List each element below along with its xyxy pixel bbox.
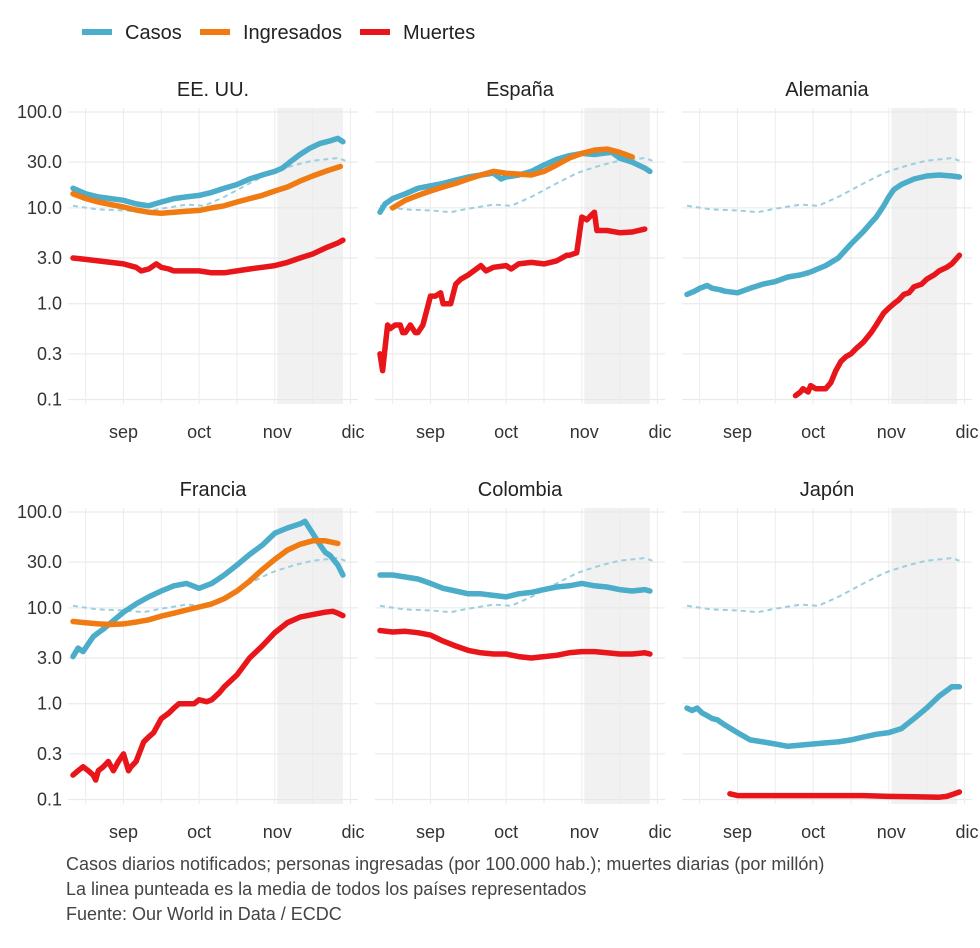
y-tick-label: 1.0 <box>37 294 62 314</box>
series-line-ingresados <box>70 538 341 628</box>
average-line <box>72 557 346 614</box>
x-tick-label: oct <box>494 822 518 842</box>
series-line-casos <box>70 135 346 209</box>
series-line-ingresados <box>389 146 635 211</box>
x-tick-label: oct <box>801 422 825 442</box>
note-units: Casos diarios notificados; personas ingr… <box>66 854 825 874</box>
x-tick-label: dic <box>955 822 978 842</box>
y-tick-label: 0.1 <box>37 790 62 810</box>
series-line-muertes <box>792 252 963 399</box>
panel-colombia: sep oct nov dic Colombia <box>375 479 671 842</box>
average-line <box>379 557 653 614</box>
y-tick-label: 30.0 <box>27 552 62 572</box>
x-tick-label: dic <box>341 422 364 442</box>
legend-label-casos: Casos <box>125 22 182 44</box>
y-tick-label: 10.0 <box>27 198 62 218</box>
y-tick-label: 30.0 <box>27 152 62 172</box>
note-source: Fuente: Our World in Data / ECDC <box>66 904 342 924</box>
x-tick-label: sep <box>109 422 138 442</box>
series-line-muertes <box>70 237 346 276</box>
x-tick-label: dic <box>648 822 671 842</box>
series-line-casos <box>377 572 653 600</box>
y-tick-label: 3.0 <box>37 648 62 668</box>
x-tick-label: oct <box>187 822 211 842</box>
panel-title: Japón <box>800 479 855 501</box>
x-tick-label: dic <box>341 822 364 842</box>
y-tick-label: 100.0 <box>17 102 62 122</box>
series-line-muertes <box>70 608 346 783</box>
y-tick-label: 1.0 <box>37 694 62 714</box>
x-tick-label: dic <box>955 422 978 442</box>
x-tick-label: sep <box>723 422 752 442</box>
panel-francia: 100.0 30.0 10.0 3.0 1.0 0.3 0.1 sep oct nov dic Fra… <box>17 479 365 842</box>
x-tick-label: nov <box>570 422 599 442</box>
series-line-casos <box>684 684 963 750</box>
series-line-casos <box>70 518 346 660</box>
y-tick-label: 10.0 <box>27 598 62 618</box>
panel-ee-uu-: 100.0 30.0 10.0 3.0 1.0 0.3 0.1 sep oct nov dic EE.… <box>17 79 365 442</box>
legend-label-muertes: Muertes <box>403 22 475 44</box>
y-tick-label: 0.1 <box>37 390 62 410</box>
series-line-muertes <box>727 789 963 800</box>
x-tick-label: oct <box>187 422 211 442</box>
chart-area: Casos Ingresados Muertes 100.0 30.0 10.0 3.0 1.… <box>17 22 979 842</box>
y-tick-label: 3.0 <box>37 248 62 268</box>
x-tick-label: nov <box>263 422 292 442</box>
average-line <box>72 157 346 214</box>
x-tick-label: nov <box>263 822 292 842</box>
x-tick-label: oct <box>494 422 518 442</box>
panel-title: EE. UU. <box>177 79 249 101</box>
x-tick-label: sep <box>723 822 752 842</box>
legend-label-ingresados: Ingresados <box>243 22 342 44</box>
panel-title: Colombia <box>478 479 563 501</box>
panel-japón: sep oct nov dic Japón <box>682 479 978 842</box>
shaded-period <box>891 508 957 804</box>
y-tick-label: 0.3 <box>37 744 62 764</box>
panel-title: Alemania <box>785 79 869 101</box>
x-tick-label: sep <box>416 822 445 842</box>
x-tick-label: oct <box>801 822 825 842</box>
x-tick-label: sep <box>109 822 138 842</box>
panel-title: Francia <box>180 479 248 501</box>
x-tick-label: nov <box>877 422 906 442</box>
panel-title: España <box>486 79 555 101</box>
series-line-muertes <box>377 627 653 661</box>
x-tick-label: sep <box>416 422 445 442</box>
y-tick-label: 100.0 <box>17 502 62 522</box>
x-tick-label: nov <box>570 822 599 842</box>
x-tick-label: dic <box>648 422 671 442</box>
series-line-casos <box>684 172 963 298</box>
chart-notes: Casos diarios notificados; personas ingr… <box>66 852 824 927</box>
average-line <box>686 557 960 614</box>
x-tick-label: nov <box>877 822 906 842</box>
series-line-ingresados <box>70 163 344 216</box>
average-line <box>686 157 960 214</box>
panel-españa: sep oct nov dic España <box>375 79 671 442</box>
shaded-period <box>891 108 957 404</box>
series-line-muertes <box>377 209 648 374</box>
y-tick-label: 0.3 <box>37 344 62 364</box>
note-average: La linea punteada es la media de todos l… <box>66 879 587 899</box>
panel-alemania: sep oct nov dic Alemania <box>682 79 978 442</box>
